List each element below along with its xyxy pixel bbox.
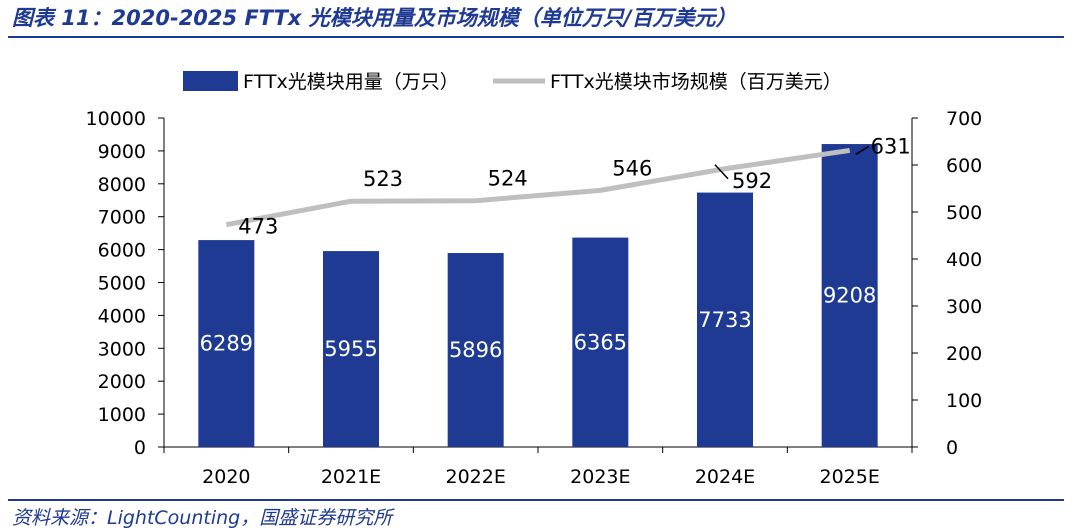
- y-left-tick-label: 0: [134, 437, 146, 459]
- line-data-label: 523: [363, 167, 403, 191]
- legend-line-label: FTTx光模块市场规模（百万美元）: [550, 71, 842, 93]
- y-left-tick-label: 9000: [98, 141, 146, 163]
- y-right-tick-label: 300: [946, 296, 982, 318]
- y-left-tick-label: 5000: [98, 273, 146, 295]
- y-right-tick-label: 500: [946, 202, 982, 224]
- legend-bar-swatch: [183, 71, 238, 91]
- series-line: [225, 147, 851, 228]
- y-right-tick-label: 400: [946, 249, 982, 271]
- line-data-label: 473: [238, 215, 278, 239]
- y-right-tick-label: 0: [946, 437, 958, 459]
- chart-legend: FTTx光模块用量（万只） FTTx光模块市场规模（百万美元）: [183, 71, 842, 93]
- source-note: 资料来源：LightCounting，国盛证券研究所: [12, 507, 393, 529]
- x-tick-label: 2022E: [445, 466, 505, 488]
- y-right-tick-label: 100: [946, 390, 982, 412]
- bar: [447, 253, 504, 447]
- y-right-tick-label: 600: [946, 155, 982, 177]
- y-left-tick-label: 4000: [98, 305, 146, 327]
- bar: [697, 192, 753, 447]
- bar-data-label: 7733: [698, 308, 751, 332]
- line-data-label: 524: [488, 167, 528, 191]
- combo-chart: FTTx光模块用量（万只） FTTx光模块市场规模（百万美元） 01000200…: [86, 71, 982, 488]
- title-divider: [8, 36, 1064, 38]
- y-left-tick-label: 10000: [86, 108, 146, 130]
- bar: [198, 240, 255, 447]
- y-left-tick-label: 8000: [98, 174, 146, 196]
- bar-data-label: 5955: [324, 337, 377, 361]
- y-left-tick-label: 3000: [98, 338, 146, 360]
- line-data-label: 592: [732, 169, 772, 193]
- x-tick-label: 2024E: [695, 466, 755, 488]
- y-right-tick-label: 700: [946, 108, 982, 130]
- data-label-leader: [714, 164, 729, 180]
- y-left-tick-label: 1000: [98, 404, 146, 426]
- source-divider: [8, 499, 1064, 501]
- x-tick-label: 2023E: [570, 466, 630, 488]
- x-tick-label: 2025E: [819, 466, 879, 488]
- bar: [821, 144, 878, 447]
- y-left-tick-label: 6000: [98, 240, 146, 262]
- bar-data-label: 9208: [823, 284, 876, 308]
- bar: [572, 237, 629, 447]
- x-tick-label: 2021E: [321, 466, 381, 488]
- bar-data-label: 6365: [574, 330, 627, 354]
- x-tick-label: 2020: [202, 466, 250, 488]
- figure-title: 图表 11：2020-2025 FTTx 光模块用量及市场规模（单位万只/百万美…: [12, 6, 737, 30]
- y-left-tick-label: 2000: [98, 371, 146, 393]
- y-left-tick-label: 7000: [98, 207, 146, 229]
- data-label-leader: [855, 145, 870, 156]
- y-right-tick-label: 200: [946, 343, 982, 365]
- legend-bar-label: FTTx光模块用量（万只）: [243, 71, 459, 93]
- line-data-label: 546: [612, 156, 652, 180]
- line-data-label: 631: [871, 134, 911, 158]
- bar-data-label: 6289: [200, 332, 253, 356]
- bar: [323, 251, 379, 447]
- bar-data-label: 5896: [449, 338, 502, 362]
